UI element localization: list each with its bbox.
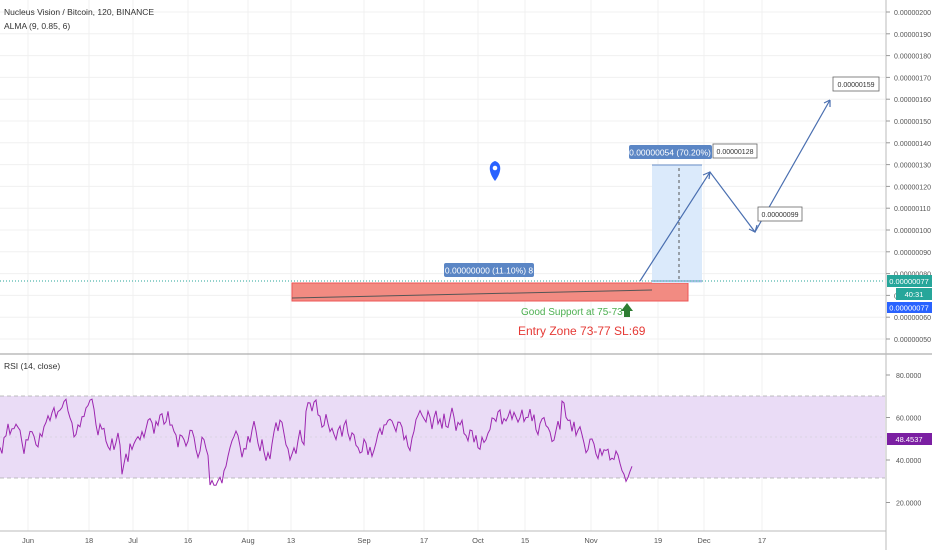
entry-text: Entry Zone 73-77 SL:69	[518, 324, 646, 338]
horizontal-grid	[0, 11, 885, 340]
rsi-axis[interactable]: 80.0000 60.0000 40.0000 20.0000	[886, 373, 921, 508]
time-tick-label: 17	[758, 536, 766, 545]
price-tick-label: 0.00000140	[894, 141, 931, 148]
timer-value: 40:31	[905, 290, 924, 299]
support-zone[interactable]	[291, 282, 689, 302]
price-tick-label: 0.00000160	[894, 97, 931, 104]
arrowhead-3	[823, 99, 831, 107]
rsi-value-tag	[887, 433, 932, 445]
time-tick-label: Dec	[697, 536, 711, 545]
time-tick-label: Sep	[357, 536, 370, 545]
price-tick-label: 0.00000170	[894, 75, 931, 82]
zone-label: 0.00000000 (11.10%) 8	[445, 266, 533, 276]
time-tick-label: 16	[184, 536, 192, 545]
price-tick-label: 0.00000120	[894, 184, 931, 191]
target-1-label: 0.00000128	[717, 149, 754, 156]
rsi-line	[0, 398, 633, 486]
support-text: Good Support at 75-73	[521, 307, 623, 318]
time-tick-label: Aug	[241, 536, 254, 545]
alma-price-tag	[887, 302, 932, 313]
price-axis[interactable]: 0.00000200 0.00000190 0.00000180 0.00000170…	[886, 10, 931, 344]
alma-indicator-label: ALMA (9, 0.85, 6)	[4, 21, 70, 31]
arrowhead-2	[748, 224, 758, 233]
price-tick-label: 0.00000150	[894, 119, 931, 126]
price-tick-label: 0.00000110	[894, 206, 931, 213]
target-2-label: 0.00000159	[838, 82, 875, 89]
time-tick-label: Jun	[22, 536, 34, 545]
alma-price-value: 0.00000077	[889, 304, 929, 313]
measure-label-bg	[629, 145, 712, 159]
time-axis[interactable]: Jun 18 Jul 16 Aug 13 Sep 17 Oct 15 Nov 19 Dec 17	[22, 536, 766, 545]
support-trendline[interactable]	[291, 289, 653, 299]
price-tick-label: 0.00000060	[894, 315, 931, 322]
rsi-tick-label: 20.0000	[896, 501, 921, 508]
rsi-tick-label: 60.0000	[896, 416, 921, 423]
price-tick-label: 0.00000180	[894, 54, 931, 61]
rsi-band	[0, 396, 885, 478]
rsi-title: RSI (14, close)	[4, 361, 60, 371]
price-tick-label: 0.00000200	[894, 10, 931, 17]
zone-label-bg	[444, 263, 534, 277]
time-tick-label: Nov	[584, 536, 598, 545]
time-tick-label: 17	[420, 536, 428, 545]
target-1-box[interactable]	[712, 143, 758, 159]
pullback-label: 0.00000099	[762, 212, 799, 219]
rsi-tick-label: 80.0000	[896, 373, 921, 380]
current-price-value: 0.00000077	[889, 277, 929, 286]
price-tick-label: 0.00000050	[894, 337, 931, 344]
price-tick-label: 0.00000190	[894, 32, 931, 39]
rsi-value: 48.4537	[895, 435, 922, 444]
time-tick-label: Jul	[128, 536, 138, 545]
price-tick-label: 0.00000100	[894, 228, 931, 235]
arrowhead-1	[702, 171, 711, 180]
time-tick-label: 13	[287, 536, 295, 545]
current-price-tag	[887, 275, 932, 287]
time-tick-label: 15	[521, 536, 529, 545]
time-tick-label: 18	[85, 536, 93, 545]
symbol-title: Nucleus Vision / Bitcoin, 120, BINANCE	[4, 7, 154, 17]
projected-path-line[interactable]	[639, 99, 831, 282]
rsi-tick-label: 40.0000	[896, 458, 921, 465]
timer-tag	[896, 288, 932, 300]
time-tick-label: 19	[654, 536, 662, 545]
target-2-box[interactable]	[832, 76, 880, 92]
price-tick-label: 0.00000090	[894, 250, 931, 257]
location-pin-icon[interactable]	[489, 161, 501, 181]
up-arrow-icon	[621, 303, 633, 317]
measure-label: 0.00000054 (70.20%)	[629, 148, 711, 158]
pullback-box[interactable]	[757, 206, 803, 222]
time-tick-label: Oct	[472, 536, 485, 545]
price-tick-label: 0.00000130	[894, 163, 931, 170]
